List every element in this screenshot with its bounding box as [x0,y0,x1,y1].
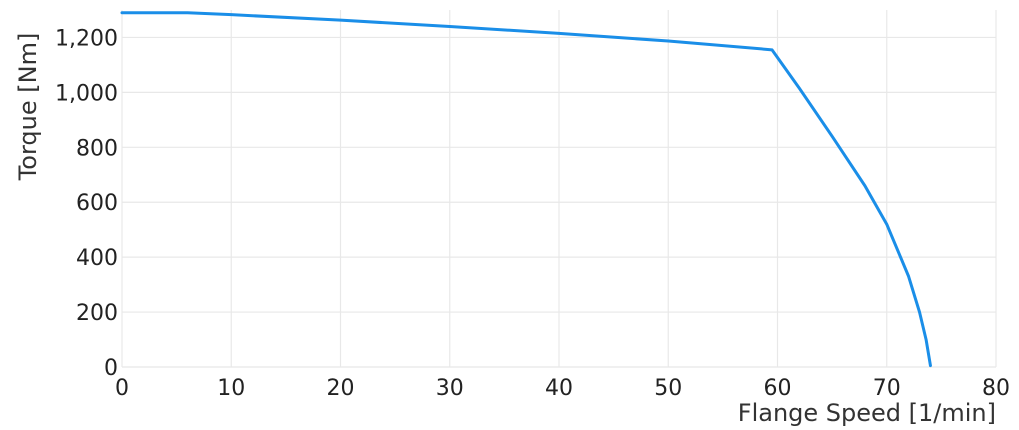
x-tick-label: 0 [115,376,129,401]
grid [121,10,997,368]
y-tick-label: 1,000 [55,81,118,106]
y-tick-label: 0 [104,356,118,381]
x-axis-title: Flange Speed [1/min] [738,399,996,427]
y-tick-label: 800 [76,136,118,161]
x-tick-label: 80 [982,376,1010,401]
y-tick-label: 200 [76,301,118,326]
x-tick-label: 30 [436,376,464,401]
x-tick-label: 50 [654,376,682,401]
y-tick-label: 400 [76,246,118,271]
x-tick-label: 70 [873,376,901,401]
x-tick-label: 10 [217,376,245,401]
series-layer [120,11,932,368]
y-axis-title: Torque [Nm] [14,33,42,182]
y-tick-labels: 0 200 400 600 800 1,000 1,200 [55,26,118,381]
x-tick-labels: 0 10 20 30 40 50 60 70 80 [115,376,1010,401]
x-tick-label: 40 [545,376,573,401]
x-tick-label: 60 [764,376,792,401]
y-tick-label: 1,200 [55,26,118,51]
y-tick-label: 600 [76,191,118,216]
torque-curve [120,11,932,368]
x-tick-label: 20 [327,376,355,401]
